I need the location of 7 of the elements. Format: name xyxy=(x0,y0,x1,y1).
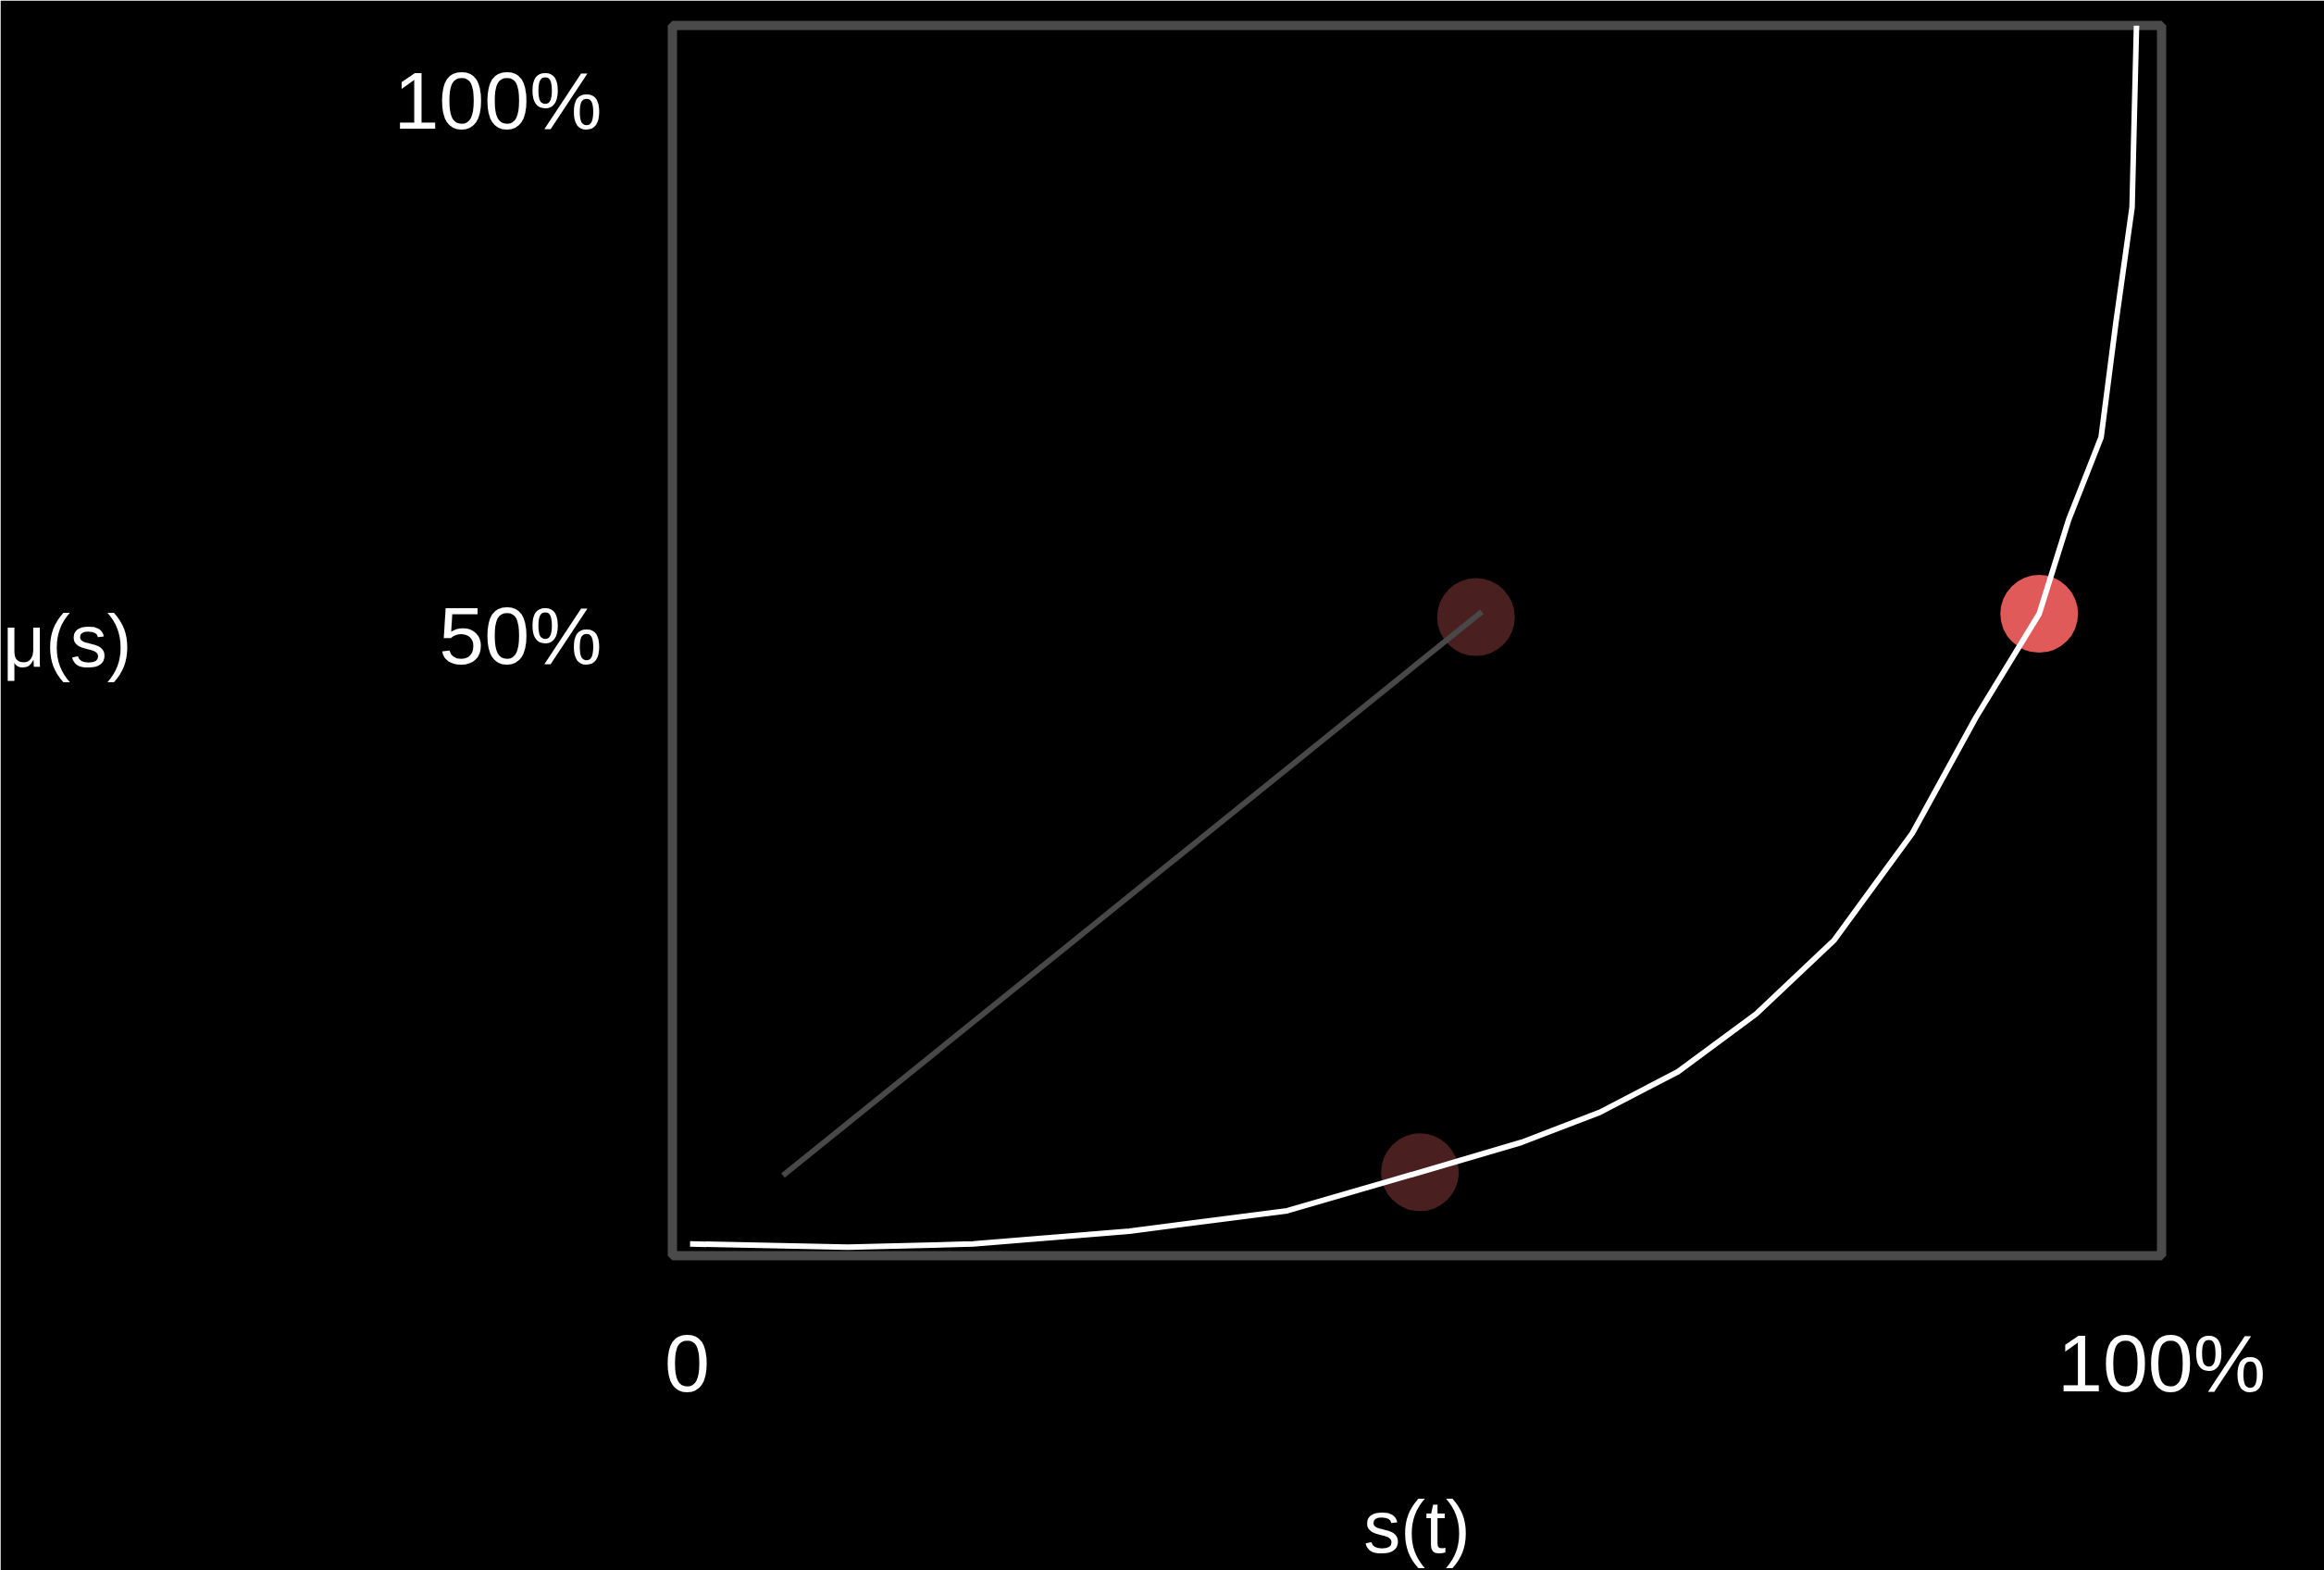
point xyxy=(1381,1133,1460,1212)
point xyxy=(1436,578,1515,656)
point xyxy=(2000,575,2079,654)
y-tick-label: 50% xyxy=(439,589,603,681)
x-axis-title: s(t) xyxy=(1363,1485,1471,1568)
y-axis-title: μ(s) xyxy=(3,599,132,682)
x-tick-label: 0 xyxy=(664,1316,710,1409)
